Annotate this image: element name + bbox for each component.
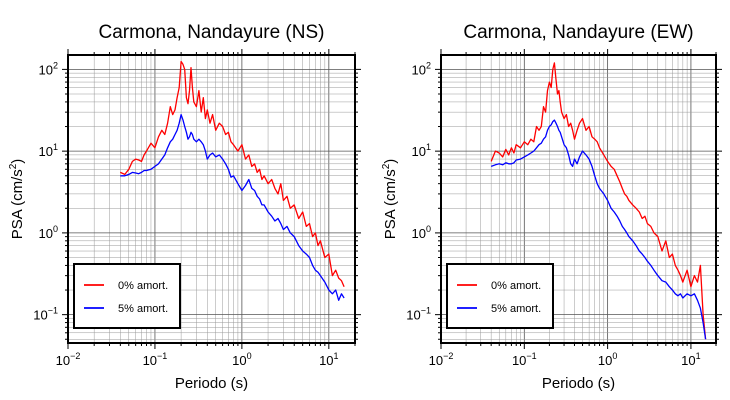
- x-tick-label: 101: [319, 351, 338, 368]
- legend: 0% amort. 5% amort.: [446, 263, 554, 329]
- legend-box: [73, 263, 181, 329]
- plot-frame: [67, 54, 356, 344]
- y-tick-label: 102: [39, 60, 58, 77]
- y-tick-label: 100: [412, 224, 431, 241]
- y-tick-label: 101: [412, 142, 431, 159]
- legend-label-1: 5% amort.: [118, 303, 168, 315]
- tick-marks: [62, 49, 361, 349]
- y-tick-label: 10−1: [406, 306, 431, 323]
- x-tick-label: 10−2: [56, 351, 81, 368]
- x-tick-label: 101: [681, 351, 700, 368]
- legend-box: [446, 263, 554, 329]
- plot-frame: [440, 54, 717, 344]
- legend: 0% amort. 5% amort.: [73, 263, 181, 329]
- legend-label-0: 0% amort.: [118, 280, 168, 292]
- y-tick-label: 10−1: [33, 306, 58, 323]
- series-line-1: [120, 113, 345, 301]
- x-tick-label: 10−2: [429, 351, 454, 368]
- x-tick-label: 100: [232, 351, 251, 368]
- x-axis-label: Periodo (s): [542, 375, 615, 392]
- chart-title: Carmona, Nandayure (EW): [463, 22, 693, 43]
- tick-marks: [435, 49, 722, 349]
- y-axis-label: PSA (cm/s2): [381, 159, 399, 240]
- y-axis-label: PSA (cm/s2): [8, 159, 26, 240]
- chart-panel-0: 10−2 10−1 100 101 10−1 100 101 102 Carmona, Nand…: [8, 22, 361, 392]
- grid: [67, 55, 356, 343]
- series-line-0: [490, 62, 707, 340]
- series-line-0: [120, 60, 345, 287]
- legend-label-0: 0% amort.: [491, 280, 541, 292]
- series-line-1: [490, 119, 707, 340]
- x-tick-label: 10−1: [143, 351, 168, 368]
- x-tick-label: 10−1: [512, 351, 537, 368]
- y-tick-label: 100: [39, 224, 58, 241]
- x-axis-label: Periodo (s): [175, 375, 248, 392]
- chart-title: Carmona, Nandayure (NS): [99, 22, 325, 43]
- x-tick-label: 100: [598, 351, 617, 368]
- legend-label-1: 5% amort.: [491, 303, 541, 315]
- chart-panel-1: 10−2 10−1 100 101 10−1 100 101 102 Carmona, Nand…: [381, 22, 722, 392]
- y-tick-label: 101: [39, 142, 58, 159]
- y-tick-label: 102: [412, 60, 431, 77]
